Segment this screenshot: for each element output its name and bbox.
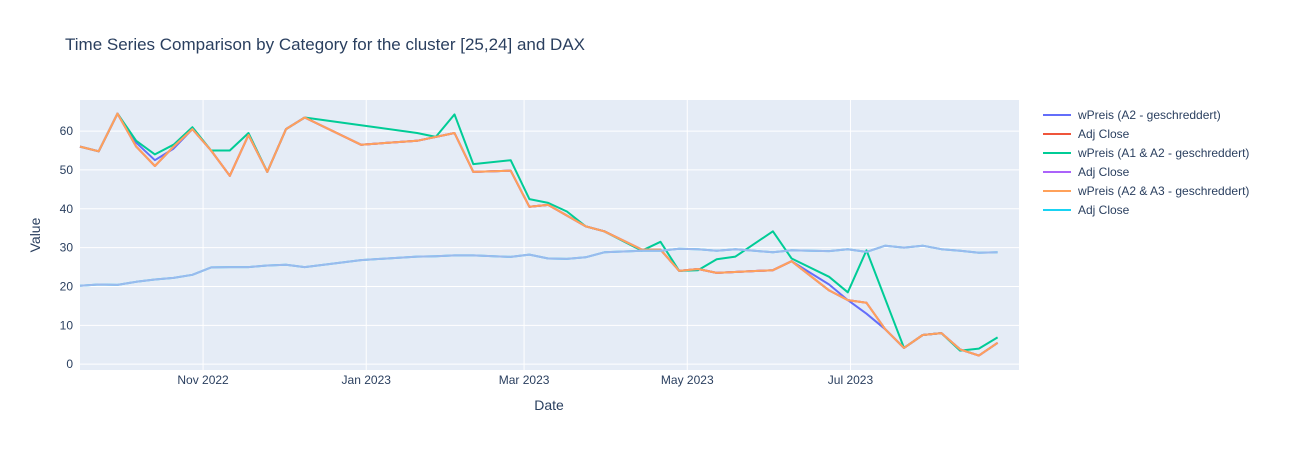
x-axis-title: Date [534, 397, 564, 413]
x-tick-label: Jan 2023 [342, 373, 392, 387]
legend-item-label[interactable]: Adj Close [1078, 203, 1130, 217]
chart-title: Time Series Comparison by Category for t… [65, 35, 585, 54]
x-tick-label: Nov 2022 [177, 373, 229, 387]
x-tick-label: Mar 2023 [499, 373, 550, 387]
y-tick-label: 0 [66, 357, 73, 371]
plot-area[interactable] [80, 100, 1019, 370]
legend-item-label[interactable]: Adj Close [1078, 127, 1130, 141]
series-line-6[interactable] [79, 244, 998, 287]
y-tick-label: 30 [60, 241, 74, 255]
legend-item-label[interactable]: wPreis (A2 - geschreddert) [1077, 108, 1221, 122]
x-tick-label: May 2023 [661, 373, 714, 387]
x-tick-label: Jul 2023 [828, 373, 874, 387]
legend-item-label[interactable]: wPreis (A1 & A2 - geschreddert) [1077, 146, 1249, 160]
y-tick-label: 60 [60, 124, 74, 138]
legend-item-label[interactable]: Adj Close [1078, 165, 1130, 179]
x-tick-labels: Nov 2022 Jan 2023 Mar 2023 May 2023 Jul 2023 [177, 373, 873, 387]
legend-item-label[interactable]: wPreis (A2 & A3 - geschreddert) [1077, 184, 1249, 198]
y-tick-label: 50 [60, 163, 74, 177]
y-tick-label: 20 [60, 279, 74, 293]
gridlines [80, 100, 1019, 370]
y-tick-labels: 0 10 20 30 40 50 60 [60, 124, 74, 371]
legend: wPreis (A2 - geschreddert) Adj Close wPrei… [1043, 108, 1249, 217]
y-tick-label: 10 [60, 318, 74, 332]
y-axis-title: Value [27, 217, 43, 252]
series-lines [79, 112, 999, 357]
y-tick-label: 40 [60, 202, 74, 216]
series-line-4[interactable] [79, 112, 999, 357]
